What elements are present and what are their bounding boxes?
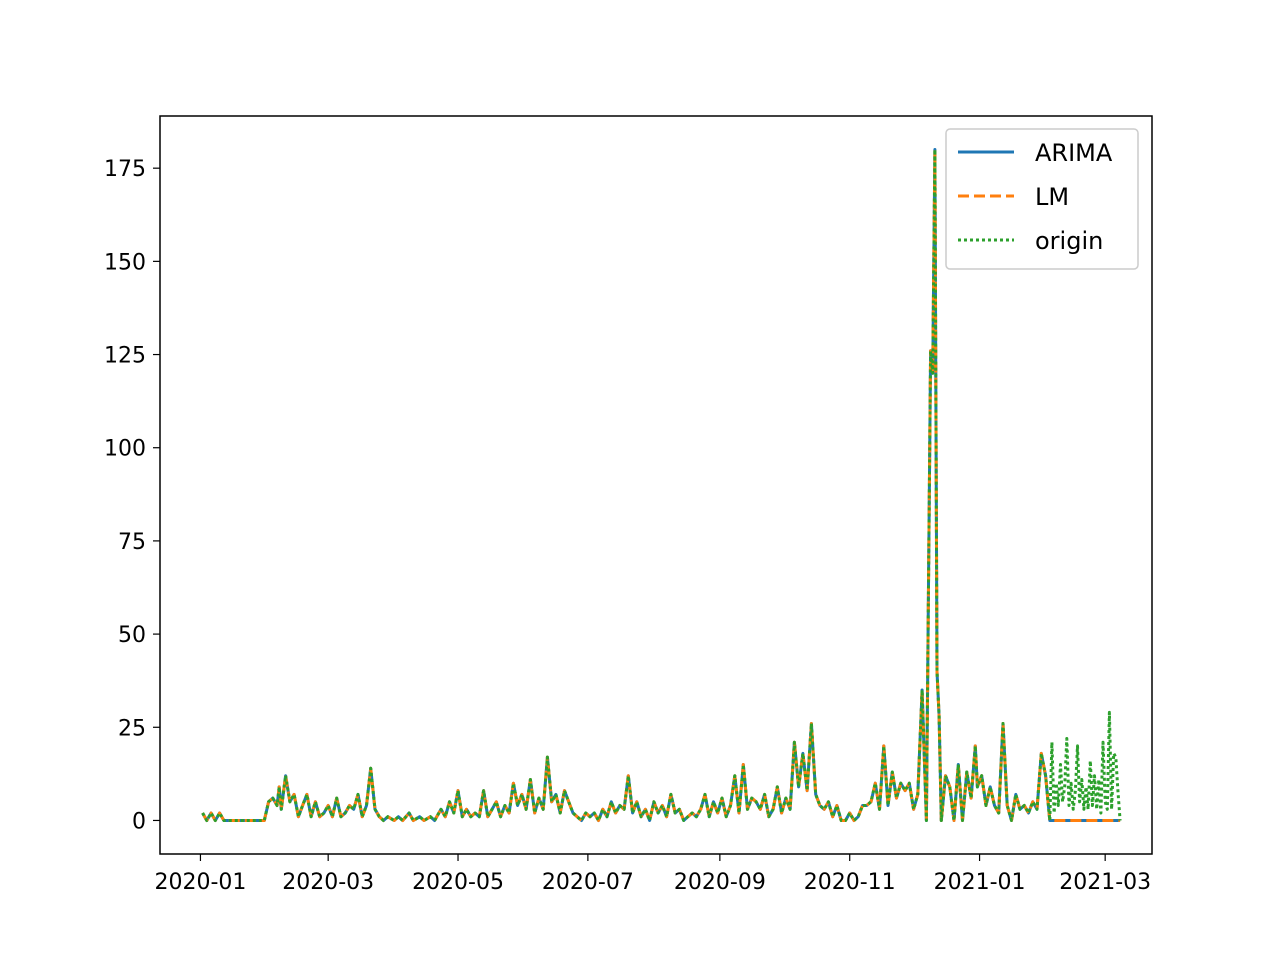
y-tick-label: 100 — [104, 437, 146, 462]
y-tick-label: 175 — [104, 157, 146, 182]
x-axis: 2020-01 2020-03 2020-05 2020-07 2020-09 2020-… — [154, 854, 1151, 895]
x-tick-label: 2021-01 — [934, 870, 1026, 895]
legend-box — [945, 128, 1139, 270]
x-tick-label: 2020-11 — [804, 870, 896, 895]
x-tick-label: 2020-09 — [674, 870, 766, 895]
legend: ARIMA LM origin — [945, 128, 1139, 270]
y-axis: 0 25 50 75 100 125 150 175 — [104, 157, 160, 834]
legend-label-lm: LM — [1035, 183, 1069, 211]
x-tick-label: 2020-01 — [154, 870, 246, 895]
y-tick-label: 50 — [118, 623, 146, 648]
x-tick-label: 2020-05 — [412, 870, 504, 895]
y-tick-label: 75 — [118, 530, 146, 555]
x-tick-label: 2021-03 — [1059, 870, 1151, 895]
y-tick-label: 125 — [104, 344, 146, 369]
legend-label-arima: ARIMA — [1035, 139, 1113, 167]
x-tick-label: 2020-07 — [542, 870, 634, 895]
legend-label-origin: origin — [1035, 227, 1103, 255]
plot-frame — [159, 115, 1153, 855]
y-tick-label: 0 — [132, 809, 146, 834]
series-line-origin — [201, 148, 1122, 822]
y-tick-label: 150 — [104, 250, 146, 275]
y-tick-label: 25 — [118, 716, 146, 741]
x-tick-label: 2020-03 — [282, 870, 374, 895]
series-layer — [201, 148, 1122, 822]
